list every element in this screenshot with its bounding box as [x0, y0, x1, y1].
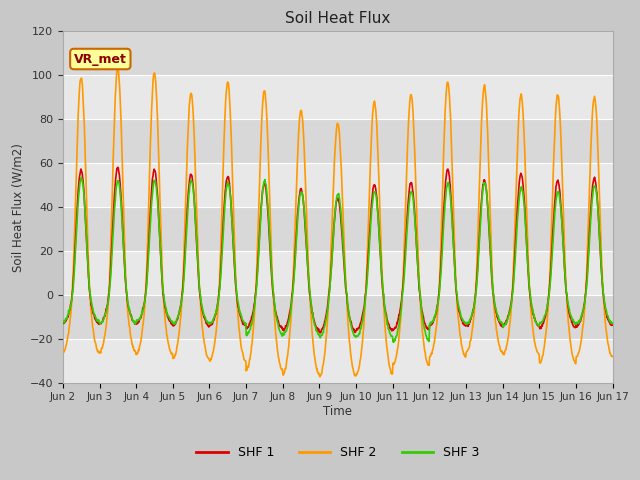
- Line: SHF 1: SHF 1: [63, 168, 612, 333]
- Bar: [63, 119, 612, 163]
- SHF 2: [495, 343, 503, 348]
- SHF 2: [609, 354, 616, 360]
- SHF 2: [243, 367, 251, 372]
- SHF 1: [114, 165, 122, 170]
- SHF 3: [59, 320, 67, 325]
- SHF 3: [182, 247, 189, 253]
- SHF 1: [59, 320, 67, 326]
- SHF 2: [59, 348, 67, 354]
- SHF 3: [495, 317, 503, 323]
- SHF 1: [168, 321, 176, 326]
- Bar: [63, 32, 612, 75]
- SHF 2: [316, 374, 324, 380]
- SHF 2: [114, 66, 122, 72]
- Bar: [63, 339, 612, 383]
- SHF 2: [182, 204, 189, 209]
- SHF 2: [544, 308, 552, 313]
- SHF 1: [317, 330, 324, 336]
- Bar: [63, 295, 612, 339]
- SHF 3: [168, 319, 176, 324]
- SHF 1: [609, 322, 616, 328]
- SHF 3: [390, 339, 397, 345]
- Bar: [63, 251, 612, 295]
- SHF 2: [424, 361, 431, 367]
- Line: SHF 2: SHF 2: [63, 69, 612, 377]
- SHF 3: [243, 333, 251, 338]
- SHF 3: [544, 300, 552, 306]
- SHF 1: [495, 320, 503, 325]
- SHF 1: [544, 299, 552, 304]
- SHF 3: [609, 321, 616, 326]
- SHF 1: [243, 326, 251, 332]
- Y-axis label: Soil Heat Flux (W/m2): Soil Heat Flux (W/m2): [11, 143, 24, 272]
- Legend: SHF 1, SHF 2, SHF 3: SHF 1, SHF 2, SHF 3: [191, 441, 484, 464]
- Line: SHF 3: SHF 3: [63, 178, 612, 342]
- SHF 2: [168, 351, 176, 357]
- SHF 1: [182, 239, 189, 245]
- X-axis label: Time: Time: [323, 405, 352, 418]
- SHF 3: [424, 337, 431, 343]
- Bar: [63, 75, 612, 119]
- Title: Soil Heat Flux: Soil Heat Flux: [285, 11, 390, 26]
- SHF 3: [77, 175, 85, 180]
- Bar: [63, 163, 612, 207]
- Bar: [63, 207, 612, 251]
- SHF 1: [424, 325, 431, 331]
- Text: VR_met: VR_met: [74, 52, 127, 66]
